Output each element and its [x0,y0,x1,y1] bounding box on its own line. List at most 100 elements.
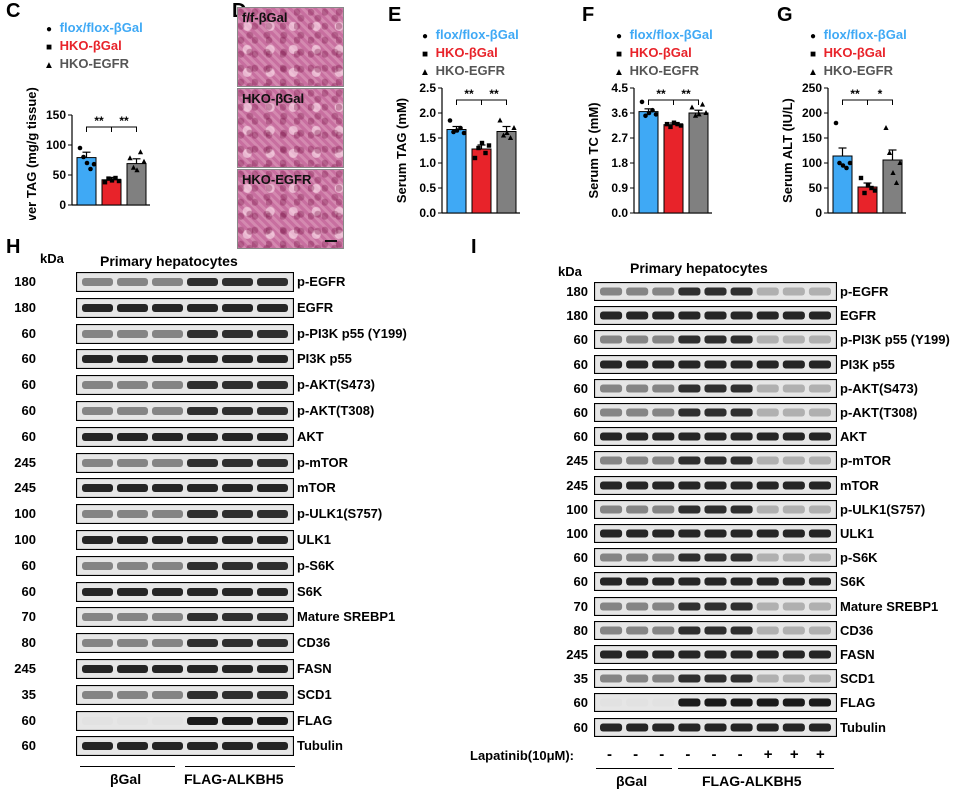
band [756,335,779,344]
y-tick-label: 4.5 [611,81,628,95]
treatment-mark: - [737,746,743,763]
kda-marker: 60 [573,574,588,590]
y-tick-label: 50 [809,181,823,195]
y-tick-label: 2.0 [419,106,436,120]
band [756,408,779,417]
band [704,577,727,586]
protein-label: mTOR [840,477,879,493]
data-point [837,160,842,166]
protein-label: p-AKT(T308) [840,405,918,420]
band [152,484,183,493]
band [730,553,753,562]
kda-marker: 35 [573,671,588,687]
protein-label: p-EGFR [297,274,346,289]
band [222,716,253,725]
y-tick-label: 1.8 [611,156,628,170]
kda-marker: 70 [573,598,588,614]
band [600,674,623,683]
band [117,303,148,312]
treatment-mark: - [633,746,639,763]
band [808,602,831,611]
protein-label: FLAG [840,695,876,711]
data-point [109,178,115,183]
band [82,613,113,622]
y-tick-label: 2.5 [419,81,436,95]
band [704,602,727,611]
kda-marker: 180 [566,308,588,324]
band [187,639,218,648]
band [257,278,288,286]
band [222,742,253,751]
kda-marker: 100 [566,526,588,541]
band [730,311,753,320]
y-tick-label: 0.9 [611,181,628,195]
band [152,303,183,312]
data-point [893,180,900,185]
protein-label: p-PI3K p55 (Y199) [840,332,950,348]
band [187,432,218,441]
band [678,432,701,441]
band [652,335,675,344]
band [257,613,288,622]
band [152,278,183,286]
band [626,311,649,320]
band [730,723,753,732]
legend-e: ● flox/flox-βGal ■ HKO-βGal ▲ HKO-EGFR [418,27,519,81]
square-icon: ■ [809,49,817,60]
data-point [81,154,86,160]
blot-strip [594,475,837,495]
y-tick-label: 50 [53,168,67,182]
band [678,577,701,586]
band [756,553,779,562]
y-axis-label: Liver TAG (mg/g tissue) [24,87,39,220]
band [152,587,183,596]
kda-marker: 180 [14,274,36,289]
circle-icon: ● [809,31,817,42]
band [704,626,727,635]
kda-marker: 100 [14,532,36,547]
protein-label: p-PI3K p55 (Y199) [297,325,407,341]
band [257,510,288,519]
band [117,510,148,519]
protein-label: p-mTOR [297,454,349,470]
band [600,456,623,465]
blot-strip [594,548,837,568]
band [730,626,753,635]
triangle-icon: ▲ [44,60,54,71]
band [704,408,727,417]
kda-marker: 70 [21,609,36,625]
band [82,278,113,286]
blot-strip [594,717,837,737]
kda-marker: 60 [573,695,588,711]
band [782,698,805,707]
data-point [646,110,652,116]
band [678,505,701,514]
band [808,360,831,369]
data-point [500,132,507,138]
bar [688,112,709,214]
band [704,723,727,732]
y-tick-label: 1.0 [419,156,436,170]
protein-label: p-S6K [297,557,335,573]
band [257,536,288,544]
data-point [639,99,645,105]
blot-strip [594,282,837,301]
band [222,407,253,415]
band [652,674,675,683]
treatment-mark: + [815,746,825,763]
protein-label: FLAG [297,712,333,728]
band [222,587,253,596]
band [704,505,727,514]
band [117,278,148,286]
band [756,360,779,369]
triangle-icon: ▲ [614,67,624,78]
band [257,587,288,596]
band [257,432,288,441]
band [82,484,113,493]
scale-bar [325,240,337,242]
band [782,287,805,296]
blot-strip [594,645,837,664]
y-axis-label: Serum TC (mM) [586,102,601,198]
protein-label: SCD1 [297,686,332,702]
band [257,303,288,312]
